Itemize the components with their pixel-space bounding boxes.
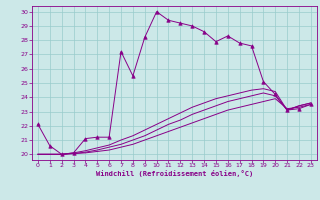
X-axis label: Windchill (Refroidissement éolien,°C): Windchill (Refroidissement éolien,°C) bbox=[96, 170, 253, 177]
